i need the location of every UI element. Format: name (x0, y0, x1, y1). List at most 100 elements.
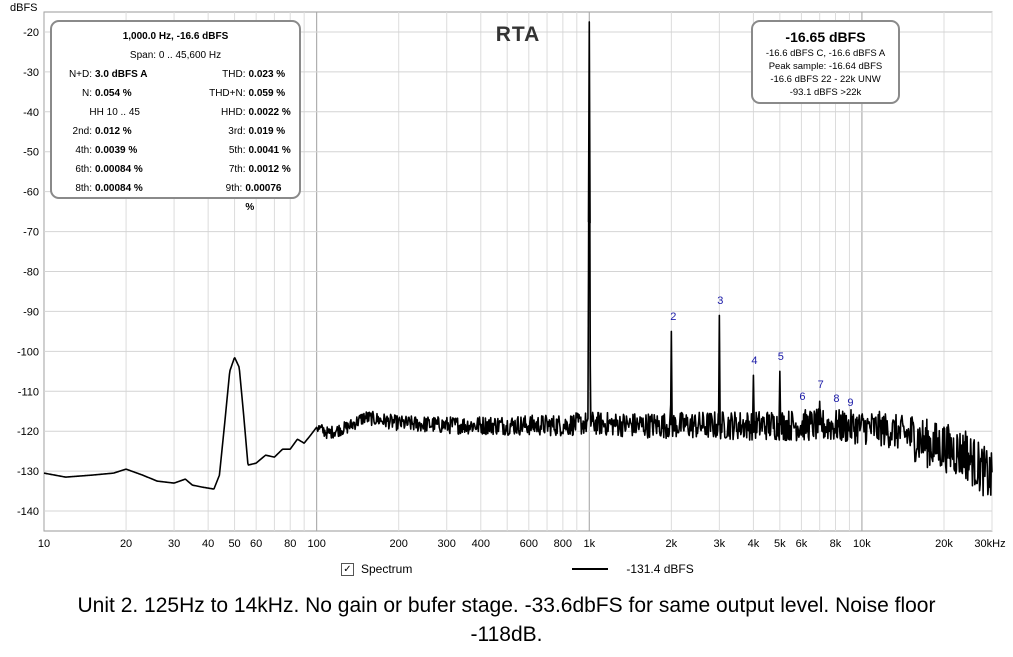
harmonic-label: 7 (818, 379, 824, 391)
harmonic-label: 9 (847, 397, 853, 409)
x-tick-label: 800 (554, 538, 572, 550)
y-tick-label: -110 (18, 386, 39, 398)
spectrum-checkbox[interactable]: ✓ (341, 562, 354, 576)
stats-label: HHD: (221, 107, 246, 118)
harmonic-label: 8 (833, 393, 839, 405)
harmonic-label: 6 (799, 391, 805, 403)
stats-span: Span: 0 .. 45,600 Hz (129, 50, 222, 61)
stats-label: N+D: (68, 69, 92, 80)
harmonic-label: 4 (751, 355, 757, 367)
harmonic-label: 2 (670, 311, 676, 323)
chart-title: RTA (496, 23, 541, 46)
stats-header: 1,000.0 Hz, -16.6 dBFS (122, 31, 229, 42)
y-tick-label: -20 (23, 27, 39, 39)
x-tick-label: 2k (666, 538, 678, 550)
stats-label: THD+N: (209, 88, 246, 99)
x-tick-label: 60 (250, 538, 262, 550)
level-line: -93.1 dBFS >22k (789, 87, 862, 98)
stats-row: N: 0.054 % THD+N: 0.059 % (60, 84, 291, 103)
y-tick-label: -80 (23, 267, 39, 279)
x-tick-label: 600 (520, 538, 538, 550)
stats-value: 0.00084 % (95, 164, 143, 175)
stats-value: 0.0039 % (95, 145, 138, 156)
x-tick-label: 200 (390, 538, 408, 550)
y-tick-label: -40 (23, 107, 39, 119)
x-tick-label: 100 (307, 538, 325, 550)
x-tick-label: 20 (120, 538, 132, 550)
stats-value: 0.00084 % (95, 183, 143, 194)
y-axis-label: dBFS (10, 2, 38, 14)
stats-value: 0.0022 % (248, 107, 291, 118)
harmonic-label: 5 (778, 351, 784, 363)
y-tick-label: -30 (23, 67, 39, 79)
stats-label: 8th: (75, 183, 92, 194)
stats-value: 0.054 % (95, 88, 132, 99)
stats-value: 0.059 % (248, 88, 286, 99)
legend: ✓ Spectrum -131.4 dBFS (341, 560, 694, 578)
stats-row: N+D: 3.0 dBFS A THD: 0.023 % (60, 65, 291, 84)
y-tick-label: -120 (17, 426, 39, 438)
y-tick-label: -50 (23, 147, 39, 159)
y-tick-label: -140 (17, 506, 39, 518)
x-tick-label: 6k (796, 538, 808, 550)
x-tick-label: 20k (935, 538, 953, 550)
stats-label: 2nd: (72, 126, 92, 137)
stats-value: 0.00076 % (245, 183, 282, 213)
x-tick-label: 8k (830, 538, 842, 550)
x-axis-ticks: 10 20 30 40 50 60 80 100 200 300 400 600 800 1k 2k 3k 4k… (38, 538, 1006, 550)
legend-line-swatch (572, 568, 609, 570)
stats-row: 4th: 0.0039 % 5th: 0.0041 % (60, 141, 291, 160)
stats-label: N: (82, 88, 92, 99)
stats-row: 2nd: 0.012 % 3rd: 0.019 % (60, 122, 291, 141)
x-tick-label: 80 (284, 538, 296, 550)
stats-value: 3.0 dBFS A (95, 69, 148, 80)
x-tick-label: 10 (38, 538, 50, 550)
y-tick-label: -100 (17, 346, 39, 358)
harmonic-labels: 2 3 4 5 6 78 9 (670, 295, 853, 409)
stats-value: 0.0012 % (248, 164, 291, 175)
level-line: Peak sample: -16.64 dBFS (768, 61, 883, 72)
level-line: -16.6 dBFS C, -16.6 dBFS A (765, 48, 886, 59)
caption-line-1: Unit 2. 125Hz to 14kHz. No gain or bufer… (77, 594, 936, 617)
x-tick-label: 400 (472, 538, 490, 550)
y-tick-label: -130 (17, 466, 39, 478)
x-tick-label: 50 (228, 538, 240, 550)
stats-label: 6th: (75, 164, 92, 175)
stats-label: 7th: (228, 164, 246, 175)
y-tick-label: -60 (23, 187, 39, 199)
x-tick-label: 5k (774, 538, 786, 550)
stats-label: THD: (222, 69, 246, 80)
spectrum-line (43, 21, 993, 497)
stats-label: HH 10 .. 45 (89, 107, 140, 118)
x-tick-label: 4k (748, 538, 760, 550)
stats-row: 8th: 0.00084 % 9th: 0.00076 % (60, 179, 291, 213)
x-tick-label: 10k (853, 538, 871, 550)
legend-series-value: -131.4 dBFS (626, 562, 694, 576)
x-tick-label: 30 (168, 538, 180, 550)
stats-label: 4th: (75, 145, 92, 156)
stats-row: HH 10 .. 45 HHD: 0.0022 % (60, 103, 291, 122)
distortion-stats-box: 1,000.0 Hz, -16.6 dBFS Span: 0 .. 45,600… (50, 20, 301, 213)
stats-label: 3rd: (228, 126, 246, 137)
harmonic-label: 3 (717, 295, 723, 307)
y-tick-label: -70 (23, 227, 39, 239)
stats-value: 0.019 % (248, 126, 286, 137)
y-tick-label: -90 (23, 306, 39, 318)
stats-value: 0.023 % (248, 69, 286, 80)
stats-label: 9th: (225, 183, 243, 194)
x-tick-label: 3k (714, 538, 726, 550)
caption: Unit 2. 125Hz to 14kHz. No gain or bufer… (0, 591, 1013, 649)
y-axis-ticks: -20 -30 -40 -50 -60 -70 -80 -90 -100 -110 -120 -130… (17, 27, 39, 518)
x-tick-label: 30kHz (974, 538, 1005, 550)
stats-label: 5th: (228, 145, 246, 156)
x-tick-label: 300 (438, 538, 456, 550)
x-tick-label: 1k (583, 538, 595, 550)
stats-value: 0.012 % (95, 126, 132, 137)
level-value: -16.65 dBFS (785, 29, 866, 45)
level-box: -16.65 dBFS -16.6 dBFS C, -16.6 dBFS A P… (751, 20, 900, 104)
stats-rows: N+D: 3.0 dBFS A THD: 0.023 % N: 0.054 % THD+N:… (60, 65, 291, 213)
stats-row: 6th: 0.00084 % 7th: 0.0012 % (60, 160, 291, 179)
spectrum-checkbox-label[interactable]: Spectrum (361, 562, 413, 576)
caption-line-2: -118dB. (470, 623, 543, 646)
x-tick-label: 40 (202, 538, 214, 550)
